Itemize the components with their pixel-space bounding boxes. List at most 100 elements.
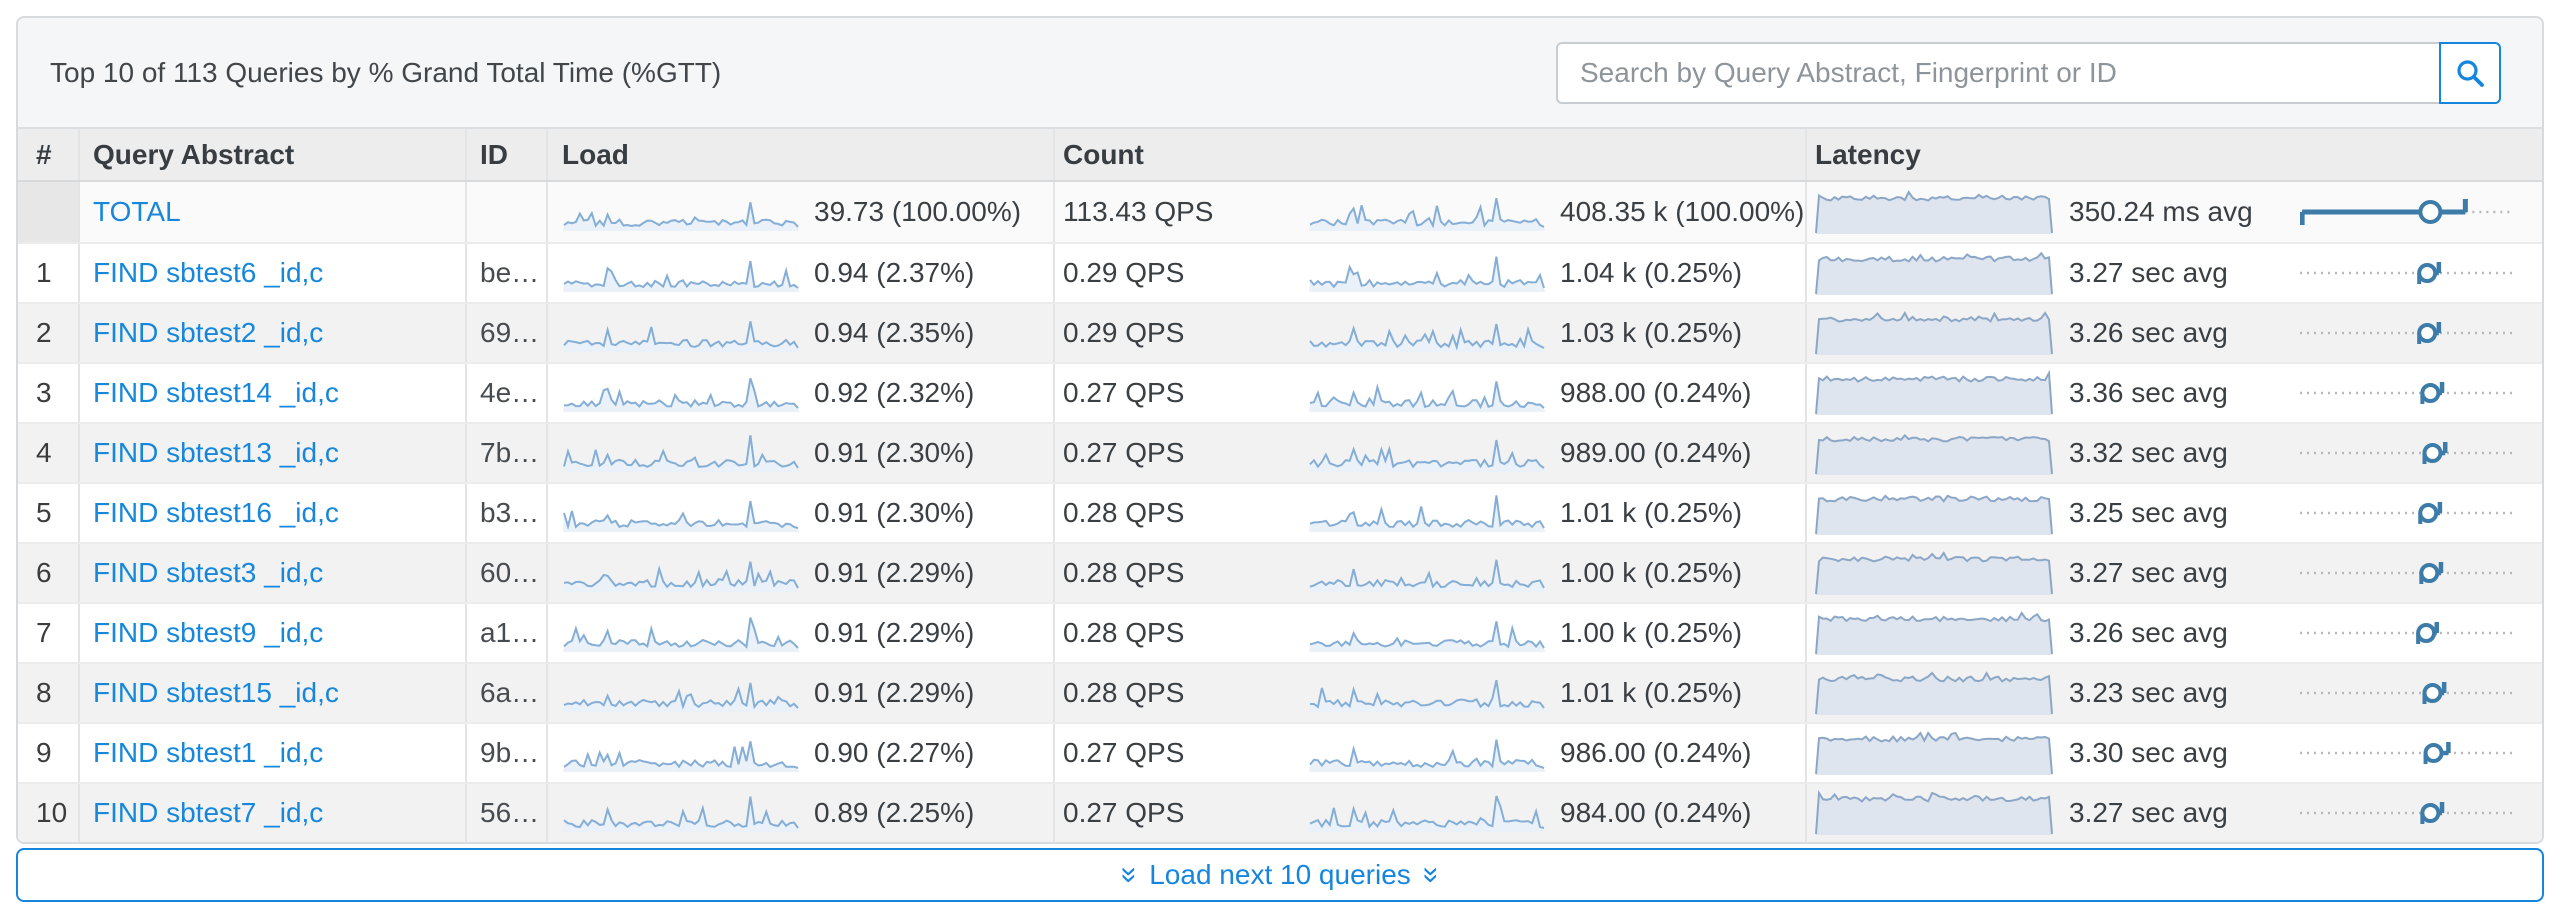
count-value: 1.04 k (0.25%) <box>1560 257 1743 288</box>
query-id: 56… <box>480 797 540 828</box>
table-row[interactable]: 1 FIND sbtest6 _id,c be… 0.94 (2.37%) 0.… <box>18 242 2542 302</box>
query-abstract-link[interactable]: FIND sbtest1 _id,c <box>93 737 324 768</box>
table-row[interactable]: 3 FIND sbtest14 _id,c 4e… 0.92 (2.32%) 0… <box>18 362 2542 422</box>
latency-area-chart <box>1815 551 2053 595</box>
query-table: # Query Abstract ID Load Count Latency T… <box>18 127 2542 842</box>
query-abstract-link[interactable]: FIND sbtest13 _id,c <box>93 437 339 468</box>
query-id: 7b… <box>480 437 540 468</box>
table-row[interactable]: 2 FIND sbtest2 _id,c 69… 0.94 (2.35%) 0.… <box>18 302 2542 362</box>
column-header-number: # <box>18 129 80 180</box>
query-abstract-link[interactable]: FIND sbtest6 _id,c <box>93 257 324 288</box>
query-id: b3… <box>480 497 540 528</box>
load-value: 0.94 (2.35%) <box>814 317 975 348</box>
load-value: 0.91 (2.29%) <box>814 677 975 708</box>
latency-range-widget <box>2300 382 2512 404</box>
column-header-count: Count <box>1055 129 1807 180</box>
page-title: Top 10 of 113 Queries by % Grand Total T… <box>50 56 722 88</box>
latency-value: 3.23 sec avg <box>2069 677 2228 708</box>
count-value: 1.03 k (0.25%) <box>1560 317 1743 348</box>
load-sparkline <box>563 561 799 592</box>
column-header-latency: Latency <box>1815 138 1921 170</box>
query-abstract-link[interactable]: FIND sbtest9 _id,c <box>93 617 324 648</box>
query-id: 4e… <box>480 377 540 408</box>
latency-area-chart <box>1815 731 2053 775</box>
latency-range-widget <box>2300 262 2512 284</box>
row-number: 4 <box>36 437 52 468</box>
row-number: 8 <box>36 677 52 708</box>
latency-value: 3.36 sec avg <box>2069 377 2228 408</box>
table-row[interactable]: 4 FIND sbtest13 _id,c 7b… 0.91 (2.30%) 0… <box>18 422 2542 482</box>
latency-range-widget <box>2300 199 2512 225</box>
chevron-double-down-icon: » <box>1112 866 1146 884</box>
qps-value: 0.28 QPS <box>1063 617 1185 648</box>
table-row-total[interactable]: TOTAL 39.73 (100.00%) 113.43 QPS 408.35 … <box>18 182 2542 242</box>
load-sparkline <box>563 377 799 412</box>
latency-range-widget <box>2300 502 2512 524</box>
table-row[interactable]: 6 FIND sbtest3 _id,c 60… 0.91 (2.29%) 0.… <box>18 542 2542 602</box>
load-value: 0.89 (2.25%) <box>814 797 975 828</box>
search-icon <box>2457 59 2484 87</box>
count-value: 986.00 (0.24%) <box>1560 737 1752 768</box>
table-row[interactable]: 9 FIND sbtest1 _id,c 9b… 0.90 (2.27%) 0.… <box>18 722 2542 782</box>
qps-value: 0.27 QPS <box>1063 797 1185 828</box>
load-sparkline <box>563 202 799 231</box>
chevron-double-down-icon: » <box>1415 866 1449 884</box>
count-value: 1.01 k (0.25%) <box>1560 497 1743 528</box>
count-sparkline <box>1309 323 1545 352</box>
count-sparkline <box>1309 495 1545 532</box>
query-abstract-link[interactable]: TOTAL <box>93 196 181 227</box>
latency-area-chart <box>1815 790 2053 835</box>
latency-range-widget <box>2300 322 2512 344</box>
table-row[interactable]: 5 FIND sbtest16 _id,c b3… 0.91 (2.30%) 0… <box>18 482 2542 542</box>
table-header-row: # Query Abstract ID Load Count Latency <box>18 129 2542 182</box>
query-abstract-link[interactable]: FIND sbtest14 _id,c <box>93 377 339 408</box>
count-sparkline <box>1309 256 1545 292</box>
latency-value: 3.32 sec avg <box>2069 437 2228 468</box>
qps-value: 0.28 QPS <box>1063 497 1185 528</box>
load-more-button[interactable]: » Load next 10 queries » <box>16 848 2544 902</box>
column-header-id: ID <box>467 129 548 180</box>
qps-value: 0.28 QPS <box>1063 677 1185 708</box>
query-abstract-link[interactable]: FIND sbtest2 _id,c <box>93 317 324 348</box>
count-sparkline <box>1309 381 1545 412</box>
query-abstract-link[interactable]: FIND sbtest15 _id,c <box>93 677 339 708</box>
row-number: 10 <box>36 797 68 828</box>
count-sparkline <box>1309 795 1545 832</box>
column-header-load: Load <box>548 129 1055 180</box>
qps-value: 0.27 QPS <box>1063 437 1185 468</box>
count-value: 989.00 (0.24%) <box>1560 437 1752 468</box>
count-value: 1.01 k (0.25%) <box>1560 677 1743 708</box>
latency-area-chart <box>1815 433 2053 475</box>
query-abstract-link[interactable]: FIND sbtest16 _id,c <box>93 497 339 528</box>
query-abstract-link[interactable]: FIND sbtest3 _id,c <box>93 557 324 588</box>
table-row[interactable]: 8 FIND sbtest15 _id,c 6a… 0.91 (2.29%) 0… <box>18 662 2542 722</box>
table-row[interactable]: 10 FIND sbtest7 _id,c 56… 0.89 (2.25%) 0… <box>18 782 2542 842</box>
load-value: 0.91 (2.29%) <box>814 617 975 648</box>
count-value: 1.00 k (0.25%) <box>1560 617 1743 648</box>
load-sparkline <box>563 260 799 292</box>
row-number: 5 <box>36 497 52 528</box>
qps-value: 113.43 QPS <box>1063 196 1214 227</box>
table-row[interactable]: 7 FIND sbtest9 _id,c a1… 0.91 (2.29%) 0.… <box>18 602 2542 662</box>
latency-range-widget <box>2300 442 2512 464</box>
latency-range-widget <box>2300 622 2512 644</box>
latency-value: 3.30 sec avg <box>2069 737 2228 768</box>
query-id: 69… <box>480 317 540 348</box>
latency-area-chart <box>1815 251 2053 295</box>
qps-value: 0.27 QPS <box>1063 737 1185 768</box>
load-value: 0.91 (2.30%) <box>814 497 975 528</box>
load-sparkline <box>563 796 799 832</box>
latency-area-chart <box>1815 190 2053 234</box>
query-table-body: TOTAL 39.73 (100.00%) 113.43 QPS 408.35 … <box>18 182 2542 842</box>
search-input[interactable] <box>1556 41 2439 104</box>
latency-area-chart <box>1815 611 2053 655</box>
load-sparkline <box>563 741 799 772</box>
column-header-abstract: Query Abstract <box>80 129 467 180</box>
search-button[interactable] <box>2439 41 2501 104</box>
query-id: 6a… <box>480 677 540 708</box>
latency-value: 3.26 sec avg <box>2069 617 2228 648</box>
latency-value: 3.26 sec avg <box>2069 317 2228 348</box>
query-id: a1… <box>480 617 540 648</box>
query-abstract-link[interactable]: FIND sbtest7 _id,c <box>93 797 324 828</box>
query-id: 9b… <box>480 737 540 768</box>
